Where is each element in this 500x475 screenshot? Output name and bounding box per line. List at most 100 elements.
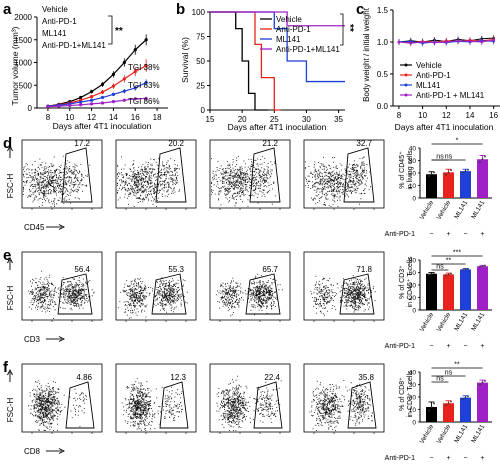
panel-c-ylabel: Body weight / initial weight [362,7,371,102]
flow-event-dots [211,155,276,207]
flow-xaxis-label: CD3 [24,335,41,344]
bar-ylabel-line2: in living cells [407,150,414,190]
flow-gate-percent: 65.7 [262,265,278,274]
sig-label: ** [454,362,460,369]
a-ytick-label: 500 [19,81,33,90]
bar [477,382,488,422]
flow-gate-percent: 71.8 [356,265,372,274]
flow-event-dots [28,270,95,319]
flow-plot-frame [209,251,291,321]
flow-gate [61,147,93,203]
sig-label: ns [445,370,453,377]
c-data-point [468,40,472,43]
anti-pd1-sign: + [480,455,484,462]
flow-gate [159,381,189,429]
anti-pd1-sign: − [429,343,433,350]
flow-bar-chart: % of CD45⁺ in living cells 0 10 20 30 40 Vehicl… [385,138,492,238]
bar-point [430,406,433,408]
b-legend-label: Anti-PD-1 [276,25,311,34]
a-data-point [68,103,72,108]
flow-plot: 4.86 [21,363,103,434]
c-legend-label: Anti-PD-1 [416,71,451,80]
flow-gate [339,273,375,315]
anti-pd1-sign: + [480,231,484,238]
a-series-line [47,39,147,107]
bar-ytick-label: 40 [409,283,417,290]
bar-category-label: Vehicle [419,311,436,333]
bar [426,407,437,422]
bar [477,159,488,198]
a-xtick-label: 8 [46,113,51,122]
bar-point [450,272,452,275]
a-data-point [89,102,94,106]
a-data-point [122,77,126,81]
flow-bar-chart: % of CD8⁺ in CD3⁺ T cells 0 10 20 30 40 Vehicle… [385,362,492,462]
bar-point [484,379,486,382]
flow-plot: 35.8 [303,363,385,434]
bar-ytick-label: 20 [409,395,417,402]
b-ytick-label: 25 [196,82,205,91]
c-legend-label: ML141 [416,81,441,90]
sig-label: ns [445,154,453,161]
panel-b-ylabel: Survival (%) [180,37,190,83]
panel-c-body-weight: Body weight / initial weight 0.0 0.5 1.0 1.… [362,6,500,132]
b-legend-label: Vehicle [276,15,302,24]
bar [426,273,437,310]
flow-gate [57,273,93,315]
panel-a-ylabel: Tumor volume (mm³) [10,26,20,105]
bar-point [464,170,467,173]
bar-ytick-label: 30 [409,382,417,389]
flow-xaxis-arrowhead [58,448,66,454]
bar-ylabel-line1: % of CD3⁺ [399,265,406,299]
bar-ytick-label: 20 [409,171,417,178]
a-data-point [144,80,148,85]
a-data-point [79,103,83,107]
b-survival-curve [210,11,268,111]
c-xtick-label: 14 [466,111,475,120]
a-data-point [133,48,137,52]
a-data-point [144,64,148,68]
c-legend-label: Vehicle [416,61,442,70]
bar-point [450,400,452,403]
flow-gate-percent: 35.8 [358,373,374,382]
bar-ytick-label: 80 [409,258,417,265]
bar [443,403,454,422]
bar-point [467,267,469,270]
bar-point [447,171,450,174]
bar-ytick-label: 40 [409,370,417,377]
panel-letter-e: e [3,247,11,264]
flow-xaxis-arrowhead [58,336,66,342]
bar-point [445,404,447,406]
a-xtick-label: 10 [65,113,74,122]
c-data-point [421,40,424,44]
flow-gate-percent: 55.3 [168,265,184,274]
bar-ylabel-line2: in CD45⁺ T cells [407,256,414,307]
bar-point [428,175,430,177]
a-ytick-label: 1000 [14,59,32,68]
bar-ytick-label: 0 [412,420,416,427]
bar-point [447,273,450,276]
a-data-point [46,105,50,109]
flow-yaxis-arrowhead [7,256,13,264]
tgi-anti-pd1: TGI 38% [128,63,160,72]
bar-point [467,395,469,398]
c-data-point [397,40,401,44]
anti-pd1-sign: − [463,231,467,238]
flow-gate-percent: 56.4 [74,265,90,274]
b-ytick-label: 50 [196,57,205,66]
b-xtick-label: 20 [238,115,247,124]
sig-label: *** [453,250,461,257]
panel-b-xlabel: Days after 4T1 inoculation [228,122,327,132]
flow-gate [151,273,187,315]
flow-plot: 71.8 [303,251,385,322]
flow-xaxis-label: CD45 [24,223,45,232]
sig-label: ns [436,154,444,161]
bar-category-label: ML141 [470,199,486,220]
bar-category-label: ML141 [470,423,486,444]
panel-letters: a b c d e f [3,1,364,376]
bar-point [445,173,447,176]
bar-point [447,402,450,405]
bar [460,171,471,198]
b-survival-curve [210,11,345,83]
flow-plot-frame [115,363,197,433]
